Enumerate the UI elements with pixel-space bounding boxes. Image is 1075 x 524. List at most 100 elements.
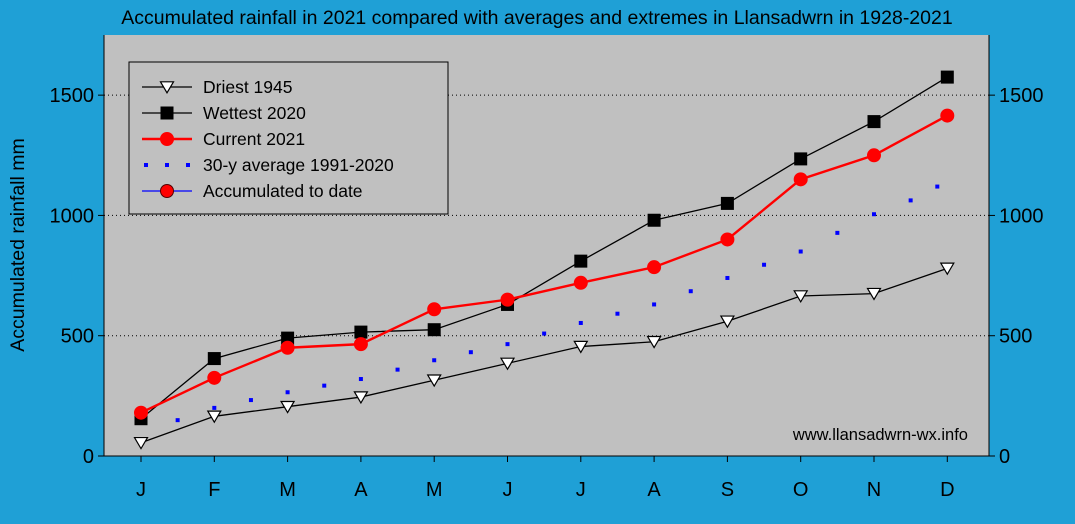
- wettest-point: [574, 254, 588, 268]
- current-point: [500, 292, 515, 307]
- average-dot: [468, 350, 473, 355]
- driest-point: [939, 262, 955, 276]
- wettest-point: [720, 196, 734, 210]
- y-tick-label-left: 500: [61, 326, 94, 348]
- series-layer: [133, 70, 955, 450]
- y-axis-right: 0 500 1000 1500: [989, 85, 1044, 468]
- average-dot: [872, 212, 876, 217]
- driest-line: [140, 267, 948, 444]
- driest-point: [206, 410, 222, 424]
- driest-point: [426, 374, 442, 388]
- legend-label: Driest 1945: [203, 77, 293, 97]
- wettest-point: [281, 331, 295, 345]
- current-point: [647, 260, 662, 275]
- average-dot: [395, 367, 400, 372]
- average-dot: [432, 358, 437, 363]
- driest-point: [353, 391, 369, 405]
- average-dot: [798, 249, 803, 254]
- x-tick-label: M: [426, 479, 443, 501]
- average-dot: [175, 418, 180, 423]
- legend-marker: [186, 163, 190, 167]
- axes: [103, 35, 990, 457]
- wettest-line: [140, 76, 948, 420]
- driest-point: [646, 335, 662, 349]
- average-dot: [542, 331, 547, 336]
- x-tick-label: S: [721, 479, 734, 501]
- legend-label: Accumulated to date: [203, 181, 363, 201]
- current-point: [353, 337, 368, 352]
- series-current: [134, 108, 955, 420]
- y-tick-label-right: 1500: [999, 85, 1044, 107]
- series-average: [175, 184, 940, 423]
- x-tick-label: F: [208, 479, 220, 501]
- average-dot: [505, 342, 510, 347]
- legend-label: Current 2021: [203, 129, 305, 149]
- wettest-point: [940, 70, 954, 84]
- current-point: [207, 370, 222, 385]
- x-tick-label: O: [793, 479, 809, 501]
- average-dot: [762, 262, 767, 267]
- current-point: [280, 340, 295, 355]
- average-dot: [835, 230, 840, 235]
- y-tick-label-left: 0: [83, 446, 94, 468]
- wettest-point: [867, 115, 881, 129]
- average-dot: [615, 311, 620, 316]
- series-driest: [133, 262, 955, 450]
- driest-point: [133, 436, 149, 450]
- average-dot: [285, 390, 290, 395]
- legend: Driest 1945 Wettest 2020 Current 2021 30-y …: [128, 61, 449, 215]
- current-point: [793, 172, 808, 187]
- wettest-point: [354, 325, 368, 339]
- x-tick-label: A: [647, 479, 661, 501]
- x-tick-label: A: [354, 479, 368, 501]
- x-tick-label: J: [136, 479, 146, 501]
- chart-title: Accumulated rainfall in 2021 compared wi…: [121, 7, 952, 29]
- legend-marker: [159, 81, 175, 95]
- x-tick-label: N: [867, 479, 881, 501]
- x-tick-label: J: [576, 479, 586, 501]
- average-dot: [652, 302, 657, 307]
- legend-marker: [160, 184, 174, 198]
- legend-entry: 30-y average 1991-2020: [144, 155, 394, 175]
- x-tick-label: D: [940, 479, 954, 501]
- current-point: [573, 275, 588, 290]
- current-point: [867, 148, 881, 163]
- legend-label: Wettest 2020: [203, 103, 306, 123]
- legend-entry: Current 2021: [142, 129, 305, 149]
- legend-entry: Wettest 2020: [142, 103, 306, 123]
- average-dot: [935, 184, 940, 189]
- current-point: [134, 405, 148, 420]
- average-dot: [248, 398, 253, 403]
- watermark: www.llansadwrn-wx.info: [792, 426, 968, 444]
- wettest-point: [647, 213, 661, 227]
- average-dot: [578, 320, 583, 325]
- average-dot: [322, 383, 327, 388]
- average-dot: [212, 405, 217, 410]
- x-tick-label: M: [279, 479, 296, 501]
- y-tick-label-left: 1500: [50, 85, 95, 107]
- y-tick-label-right: 1000: [999, 205, 1044, 227]
- wettest-point: [207, 352, 221, 366]
- wettest-point: [427, 323, 441, 337]
- driest-point: [280, 400, 296, 414]
- driest-point: [573, 340, 589, 354]
- legend-marker: [160, 132, 174, 146]
- average-dot: [358, 377, 363, 382]
- y-axis-label: Accumulated rainfall mm: [7, 138, 29, 352]
- average-dot: [688, 289, 693, 294]
- legend-marker: [165, 163, 169, 167]
- x-tick-label: J: [503, 479, 513, 501]
- wettest-point: [794, 152, 808, 166]
- driest-point: [719, 315, 735, 329]
- driest-point: [793, 290, 809, 304]
- y-tick-label-right: 500: [999, 326, 1032, 348]
- driest-point: [499, 357, 516, 371]
- current-point: [427, 302, 442, 317]
- y-tick-label-right: 0: [999, 446, 1010, 468]
- current-point: [940, 108, 955, 123]
- legend-entry: Accumulated to date: [142, 181, 363, 201]
- legend-marker: [144, 163, 148, 167]
- average-dot: [725, 275, 730, 280]
